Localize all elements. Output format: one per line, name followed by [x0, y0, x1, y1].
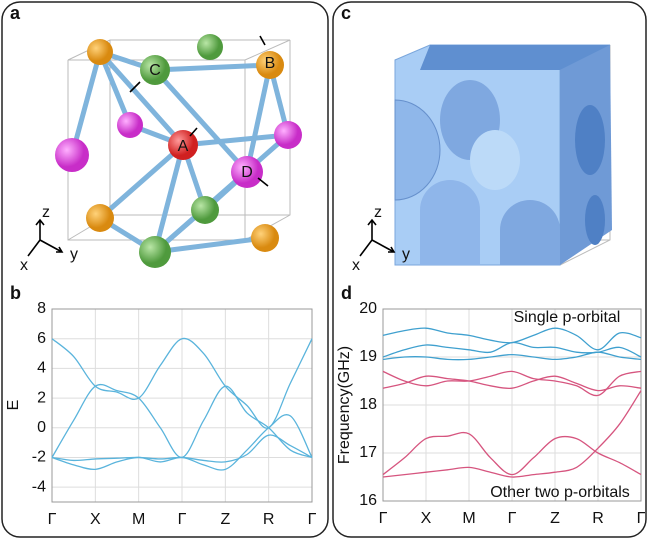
- y-tick-label: 17: [359, 444, 377, 461]
- atom-label: B: [265, 55, 276, 72]
- x-tick-label: Γ: [637, 510, 646, 527]
- panel-label: c: [341, 3, 351, 23]
- y-tick-label: 4: [37, 360, 46, 377]
- y-tick-label: 16: [359, 492, 377, 509]
- annotation: Other two p-orbitals: [490, 484, 630, 501]
- x-tick-label: Z: [550, 510, 560, 527]
- x-tick-label: R: [592, 510, 604, 527]
- panel-label: a: [10, 3, 21, 23]
- x-tick-label: Γ: [178, 511, 187, 528]
- y-tick-label: -2: [32, 449, 46, 466]
- axis-name: z: [374, 204, 382, 221]
- panel-label: d: [341, 283, 352, 303]
- surface-render: [395, 45, 612, 265]
- x-tick-label: Γ: [308, 511, 317, 528]
- x-tick-label: R: [263, 511, 275, 528]
- x-tick-label: M: [462, 510, 475, 527]
- figure: a b c d A B C D z y x z y x -4 -2 0 2 4 6 8: [0, 0, 649, 540]
- y-axis-label: E: [5, 400, 22, 411]
- annotation: Single p-orbital: [514, 309, 621, 326]
- x-tick-label: Γ: [48, 511, 57, 528]
- atom-label: C: [149, 62, 161, 79]
- y-tick-label: -4: [32, 478, 46, 495]
- x-tick-label: X: [421, 510, 432, 527]
- axis-name: y: [70, 246, 78, 263]
- y-tick-label: 8: [37, 300, 46, 317]
- y-tick-label: 19: [359, 348, 377, 365]
- y-tick-label: 6: [37, 330, 46, 347]
- panel-label: b: [10, 283, 21, 303]
- axis-name: x: [20, 257, 28, 274]
- atom-label: A: [178, 138, 189, 155]
- atom-label: D: [241, 164, 253, 181]
- y-tick-label: 20: [359, 300, 377, 317]
- axis-name: y: [402, 246, 410, 263]
- y-tick-label: 0: [37, 419, 46, 436]
- x-tick-label: M: [132, 511, 145, 528]
- axis-name: x: [352, 257, 360, 274]
- y-tick-label: 2: [37, 389, 46, 406]
- x-tick-label: Γ: [508, 510, 517, 527]
- x-tick-label: Z: [220, 511, 230, 528]
- y-tick-label: 18: [359, 396, 377, 413]
- y-axis-label: Frequency(GHz): [336, 346, 353, 464]
- axis-triad: [28, 220, 62, 256]
- axis-triad: [360, 220, 394, 256]
- axis-name: z: [42, 204, 50, 221]
- x-tick-label: X: [90, 511, 101, 528]
- x-tick-label: Γ: [379, 510, 388, 527]
